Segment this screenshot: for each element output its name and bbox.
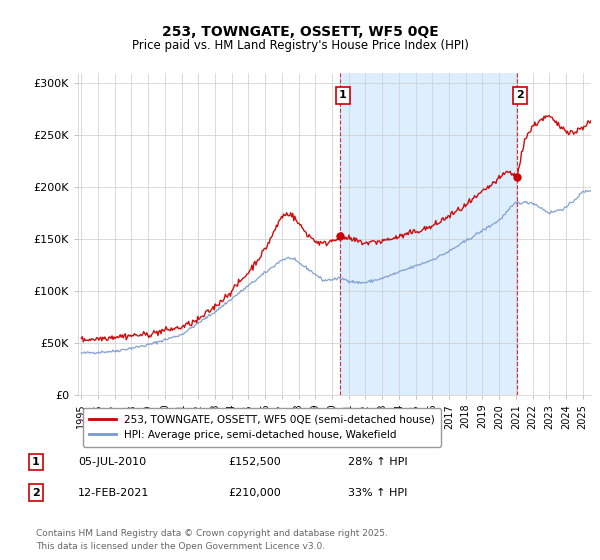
Text: 2: 2 [32, 488, 40, 498]
Text: Contains HM Land Registry data © Crown copyright and database right 2025.
This d: Contains HM Land Registry data © Crown c… [36, 529, 388, 550]
Legend: 253, TOWNGATE, OSSETT, WF5 0QE (semi-detached house), HPI: Average price, semi-d: 253, TOWNGATE, OSSETT, WF5 0QE (semi-det… [83, 408, 441, 446]
Text: 253, TOWNGATE, OSSETT, WF5 0QE: 253, TOWNGATE, OSSETT, WF5 0QE [161, 25, 439, 39]
Text: 2: 2 [516, 90, 524, 100]
Text: 12-FEB-2021: 12-FEB-2021 [78, 488, 149, 498]
Bar [340, 73, 517, 395]
Text: 33% ↑ HPI: 33% ↑ HPI [348, 488, 407, 498]
Text: 28% ↑ HPI: 28% ↑ HPI [348, 457, 407, 467]
Text: Price paid vs. HM Land Registry's House Price Index (HPI): Price paid vs. HM Land Registry's House … [131, 39, 469, 52]
Text: £210,000: £210,000 [228, 488, 281, 498]
Text: 05-JUL-2010: 05-JUL-2010 [78, 457, 146, 467]
Text: £152,500: £152,500 [228, 457, 281, 467]
Text: 1: 1 [339, 90, 347, 100]
Text: 1: 1 [32, 457, 40, 467]
